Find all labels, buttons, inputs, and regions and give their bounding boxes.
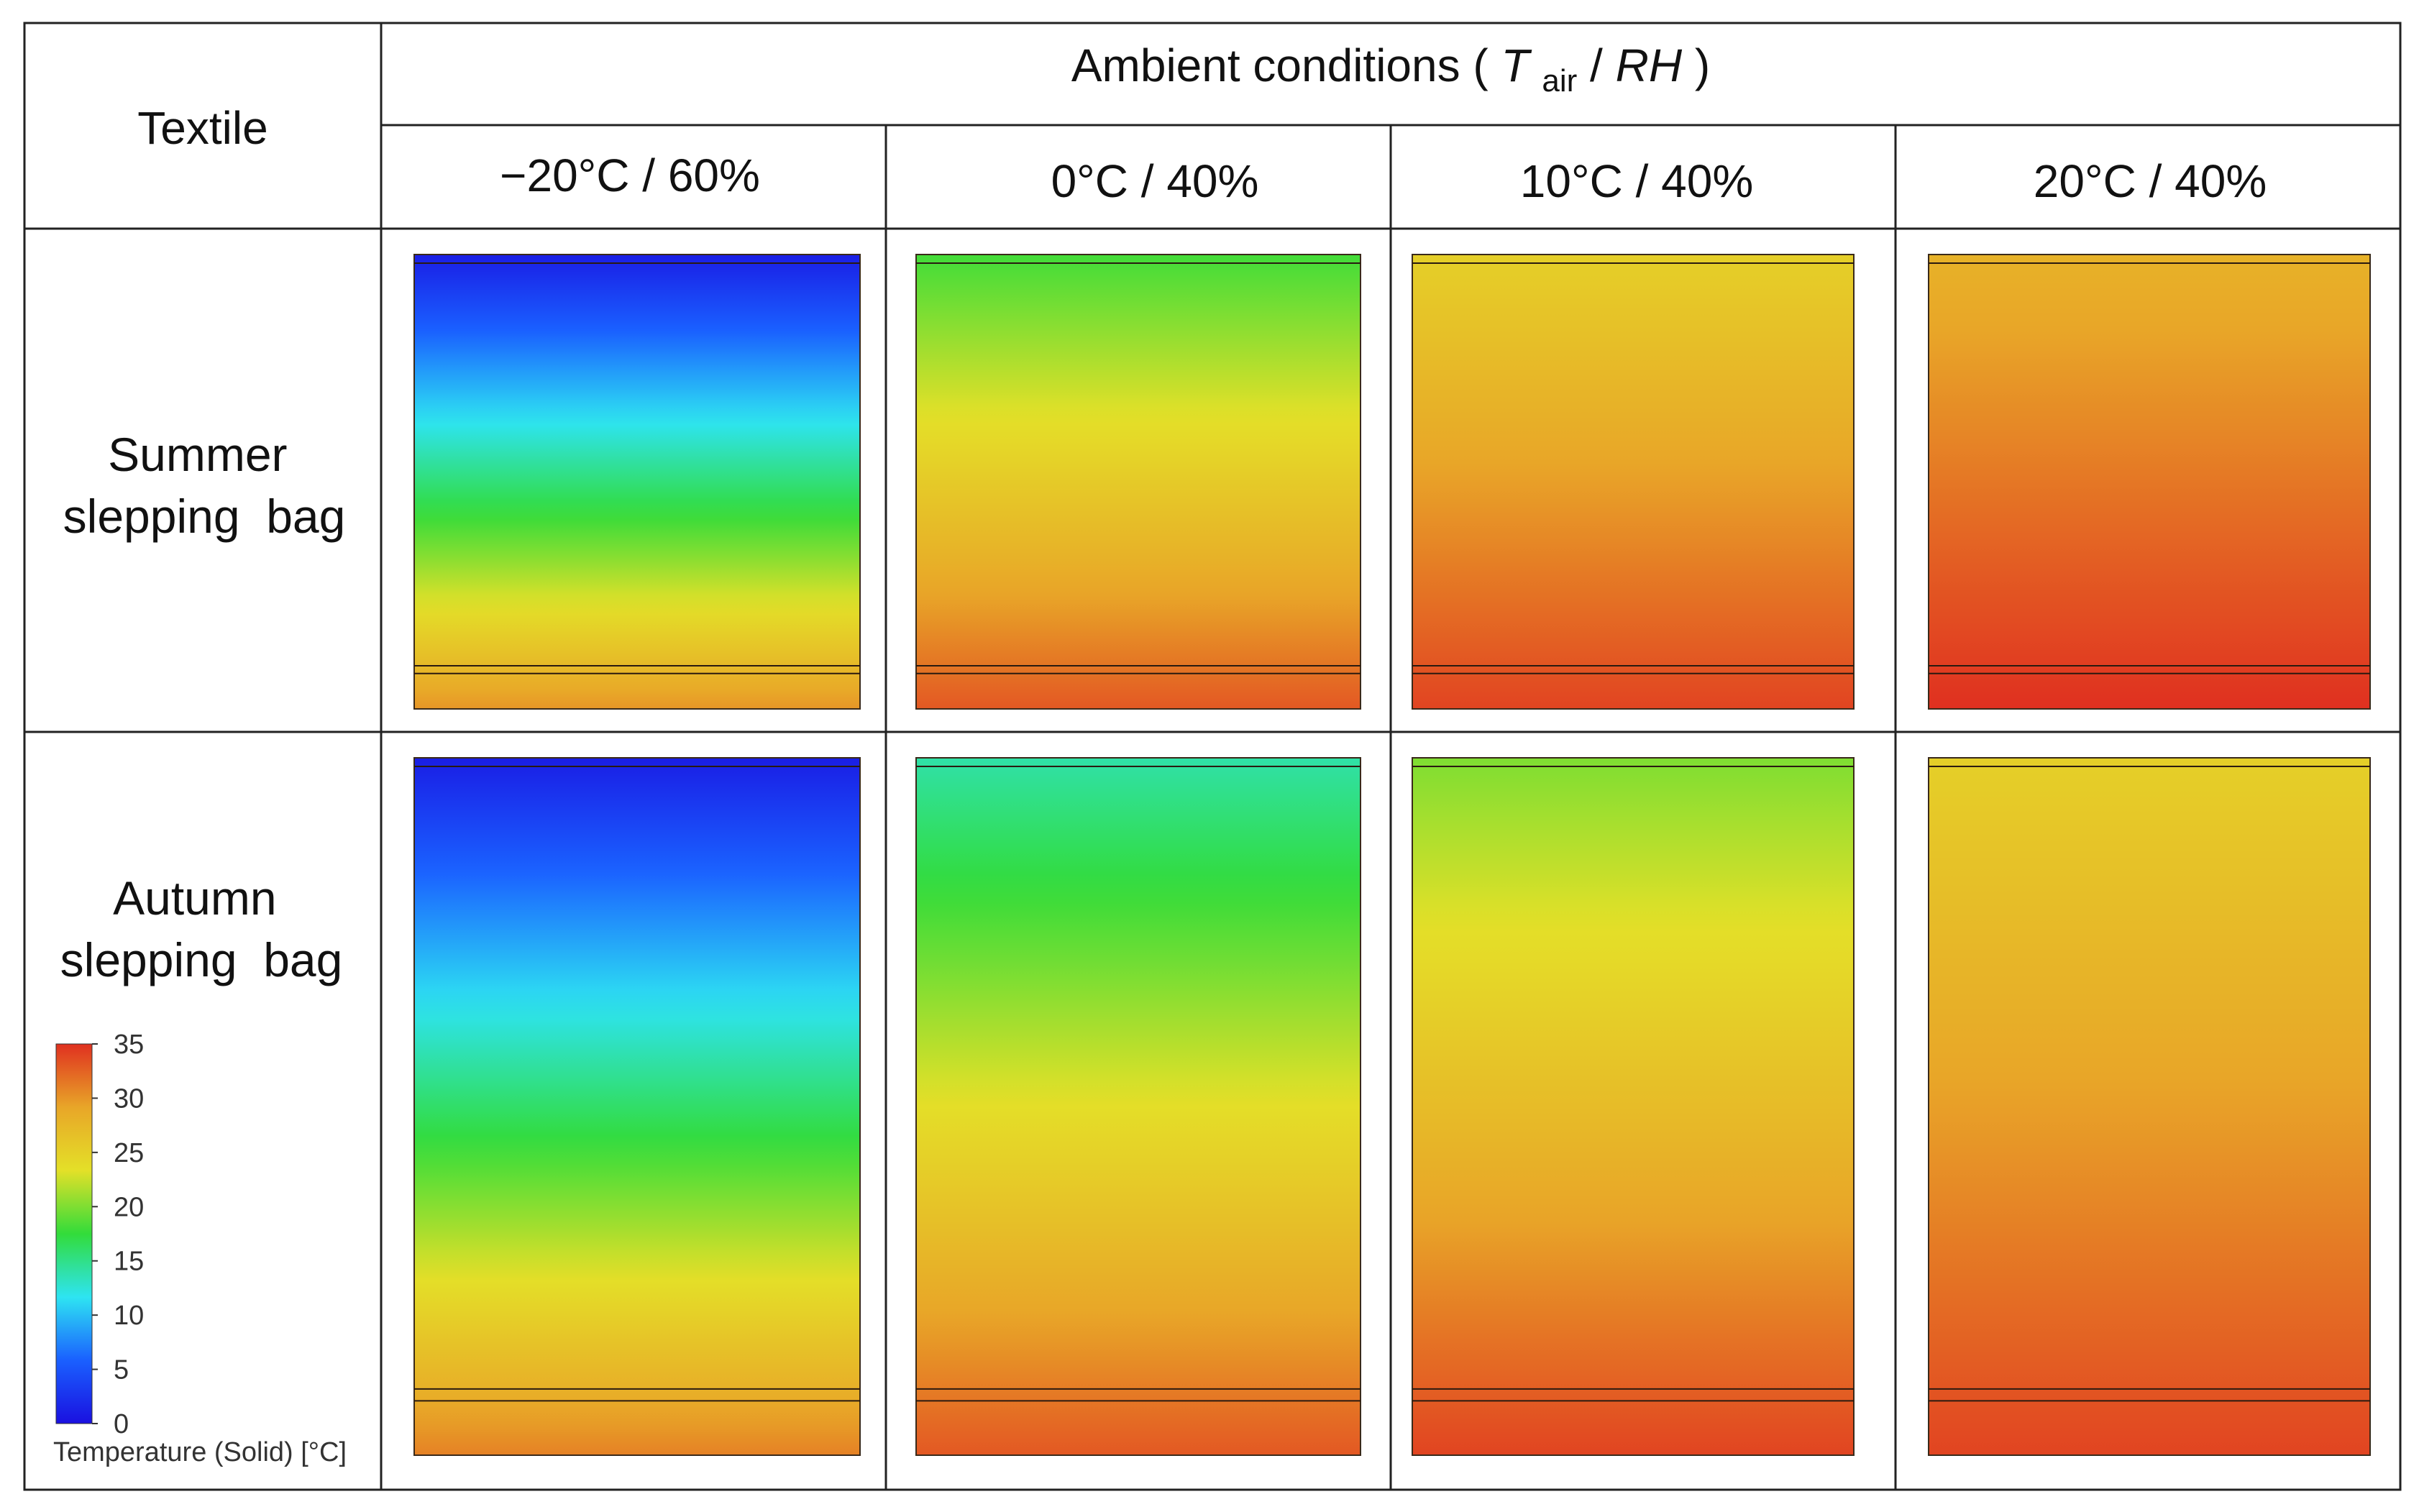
rh-symbol: RH xyxy=(1616,40,1683,91)
colorbar-tick-label: 5 xyxy=(114,1355,129,1385)
ambient-conditions-header: Ambient conditions ( T air / RH ) xyxy=(1071,40,1710,101)
heatmap-panel xyxy=(414,758,860,1455)
t-subscript: air xyxy=(1542,63,1577,98)
colorbar-tick-label: 35 xyxy=(114,1030,144,1060)
colorbar-tick-label: 25 xyxy=(114,1138,144,1168)
row-label-autumn-line1: Autumn xyxy=(113,871,276,925)
colorbar-ticks: 0 5 10 15 20 25 30 35 xyxy=(92,1030,144,1439)
colorbar-bar xyxy=(55,1043,93,1424)
t-symbol: T xyxy=(1501,40,1532,91)
colorbar-legend: 0 5 10 15 20 25 30 35 Temperature (Solid) [°C] xyxy=(53,1030,347,1467)
condition-label-2: 10°C / 40% xyxy=(1520,155,1753,207)
row-label-summer-line2: slepping bag xyxy=(63,490,346,543)
row-label-autumn: Autumn slepping bag xyxy=(60,871,343,986)
row-label-autumn-line2: slepping bag xyxy=(60,933,343,986)
heatmap-panel-border xyxy=(1928,254,2371,710)
textile-header: Textile xyxy=(137,102,267,154)
row-label-summer: Summer slepping bag xyxy=(63,428,346,543)
heatmap-panel-border xyxy=(413,757,861,1456)
heatmap-panel xyxy=(916,758,1361,1455)
heatmap-panel xyxy=(1929,255,2370,709)
heatmap-panel xyxy=(916,255,1361,709)
colorbar-tick-label: 10 xyxy=(114,1301,144,1331)
heatmap-panel xyxy=(1929,758,2370,1455)
colorbar-tick-label: 15 xyxy=(114,1247,144,1277)
row-label-summer-line1: Summer xyxy=(108,428,287,481)
heatmap-panel-border xyxy=(915,757,1361,1456)
heatmap-panel xyxy=(1412,255,1854,709)
colorbar-tick-label: 30 xyxy=(114,1083,144,1114)
heatmap-panel-border xyxy=(1928,757,2371,1456)
heatmap-panel xyxy=(1412,758,1854,1455)
heatmap-panel-border xyxy=(915,254,1361,710)
heatmap-panels xyxy=(413,254,2371,1456)
table-outer-border xyxy=(23,22,2402,1491)
colorbar-tick-label: 20 xyxy=(114,1192,144,1222)
heatmap-panel xyxy=(414,255,860,709)
ambient-title: Ambient conditions xyxy=(1071,40,1460,91)
heatmap-panel-border xyxy=(1412,254,1855,710)
condition-label-3: 20°C / 40% xyxy=(2034,155,2267,207)
heatmap-panel-border xyxy=(413,254,861,710)
colorbar-title: Temperature (Solid) [°C] xyxy=(53,1437,347,1467)
colorbar-tick-label: 0 xyxy=(114,1409,129,1439)
table-grid xyxy=(23,22,2402,1491)
condition-label-0: −20°C / 60% xyxy=(500,150,760,201)
condition-label-1: 0°C / 40% xyxy=(1051,155,1259,207)
heatmap-panel-border xyxy=(1412,757,1855,1456)
